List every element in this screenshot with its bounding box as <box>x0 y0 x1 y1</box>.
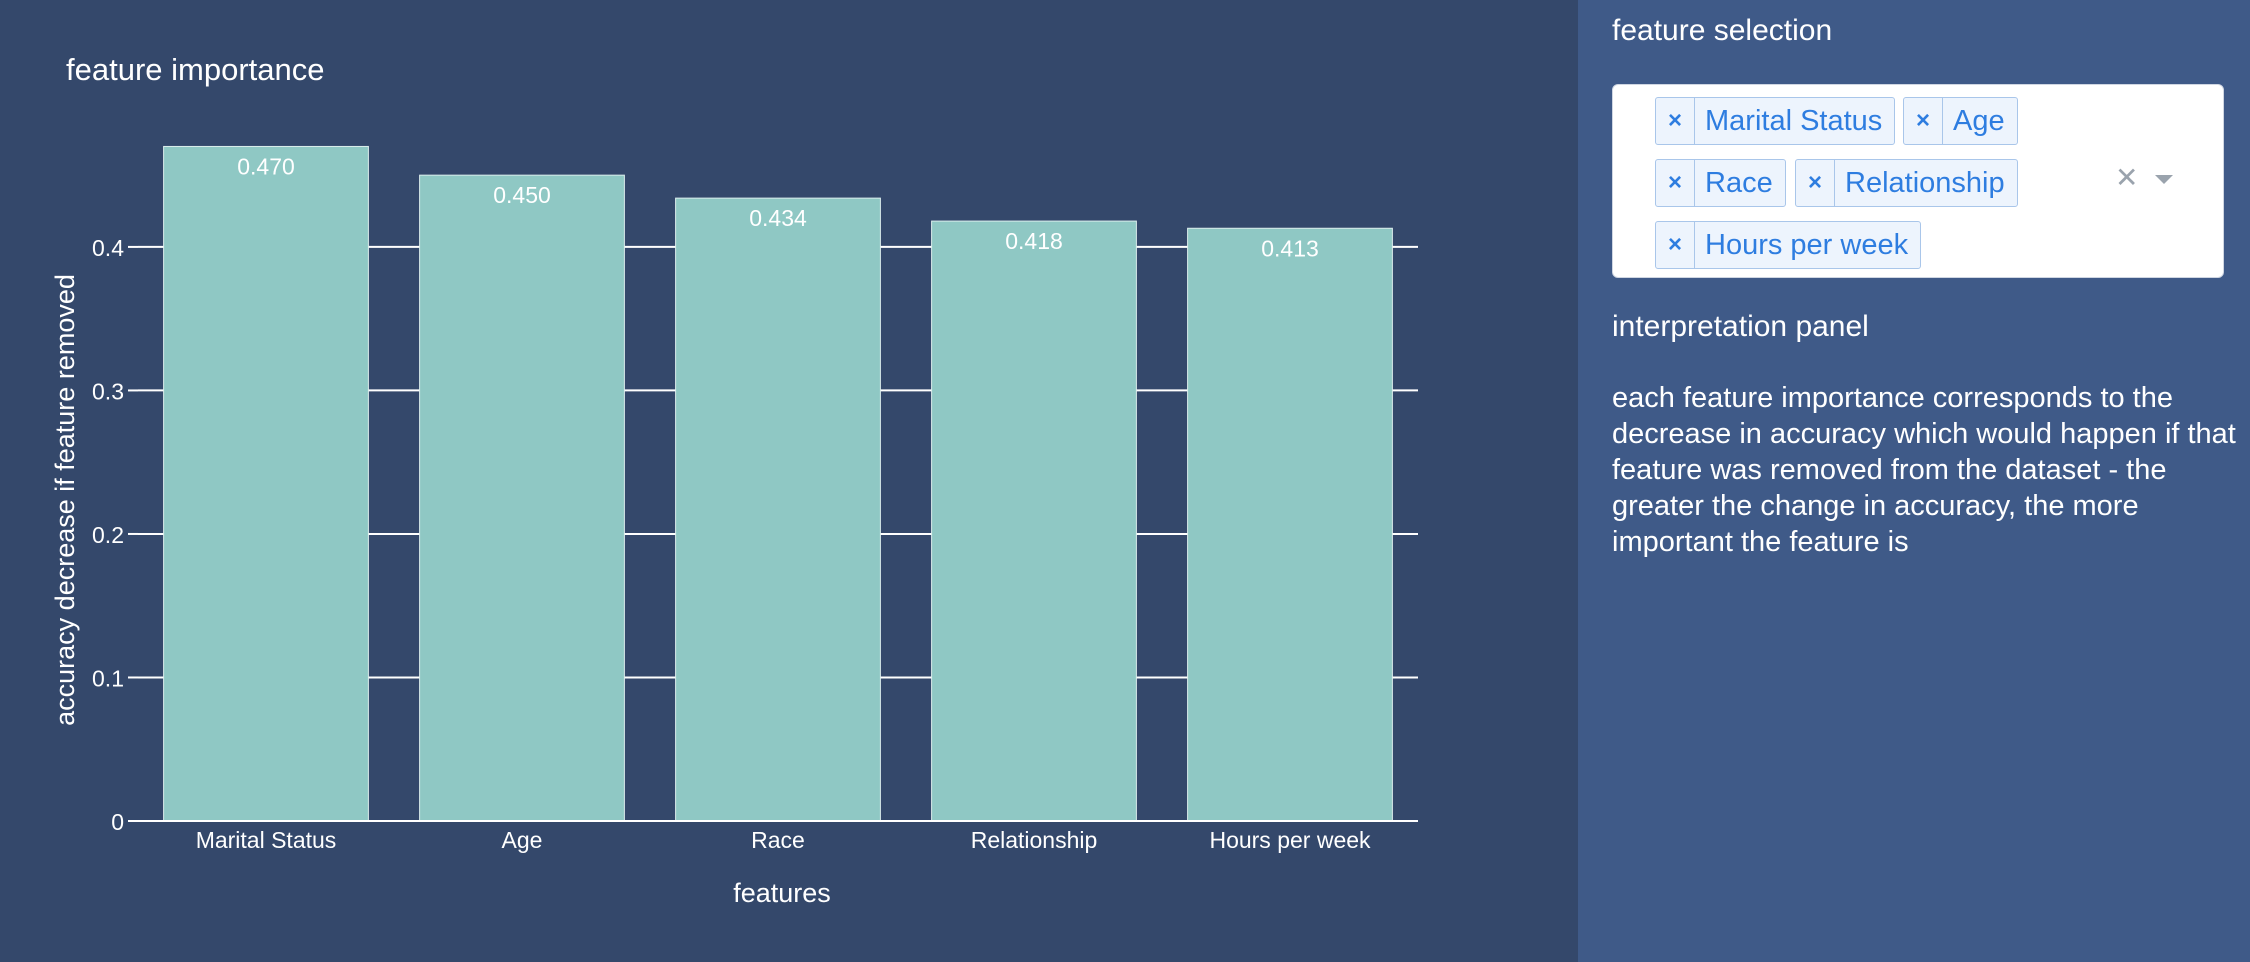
chip-age: × Age <box>1903 97 2018 145</box>
chip-remove-icon[interactable]: × <box>1656 160 1695 206</box>
bar-data-label: 0.450 <box>493 182 551 208</box>
x-axis-title: features <box>733 878 831 908</box>
y-tick-label: 0 <box>111 809 124 835</box>
bar-data-label: 0.418 <box>1005 228 1063 254</box>
x-tick-label: Relationship <box>971 827 1098 853</box>
chip-remove-icon[interactable]: × <box>1796 160 1835 206</box>
chip-remove-icon[interactable]: × <box>1656 222 1695 268</box>
feature-importance-chart: feature importance 0 0.1 0.2 0.3 0.4 0.470 Mar… <box>50 52 1418 908</box>
chart-panel: feature importance 0 0.1 0.2 0.3 0.4 0.470 Mar… <box>50 52 1418 908</box>
y-tick-label: 0.1 <box>92 665 124 691</box>
bar-data-label: 0.413 <box>1261 235 1319 261</box>
bar[interactable] <box>931 220 1137 822</box>
chip-remove-icon[interactable]: × <box>1904 98 1943 144</box>
chip-remove-icon[interactable]: × <box>1656 98 1695 144</box>
side-panel: feature selection × Marital Status × Age… <box>1578 0 2250 962</box>
y-tick-label: 0.3 <box>92 378 124 404</box>
x-tick-label: Hours per week <box>1209 827 1371 853</box>
y-tick-label: 0.2 <box>92 522 124 548</box>
bar[interactable] <box>163 145 369 822</box>
bar[interactable] <box>419 174 625 822</box>
chip-label: Race <box>1705 166 1773 199</box>
chip-race: × Race <box>1655 159 1786 207</box>
x-tick-label: Race <box>751 827 805 853</box>
feature-selection-heading: feature selection <box>1612 14 1833 47</box>
y-tick-label: 0.4 <box>92 235 124 261</box>
feature-multiselect-dropdown[interactable]: × Marital Status × Age × Race × Relation… <box>1612 84 2224 278</box>
chip-label: Marital Status <box>1705 104 1883 137</box>
chip-hours-per-week: × Hours per week <box>1655 221 1922 269</box>
bar-data-label: 0.434 <box>749 205 807 231</box>
x-tick-label: Age <box>502 827 543 853</box>
x-tick-label: Marital Status <box>196 827 337 853</box>
interpretation-panel-heading: interpretation panel <box>1612 310 1869 343</box>
chip-marital-status: × Marital Status <box>1655 97 1896 145</box>
chip-label: Relationship <box>1845 166 2005 199</box>
y-axis-title: accuracy decrease if feature removed <box>50 274 80 726</box>
chevron-down-icon[interactable] <box>2155 175 2173 184</box>
chart-title: feature importance <box>66 52 324 87</box>
chip-label: Hours per week <box>1705 228 1909 261</box>
chip-relationship: × Relationship <box>1795 159 2018 207</box>
chip-label: Age <box>1953 104 2005 137</box>
interpretation-text: each feature importance corresponds to t… <box>1612 382 2236 558</box>
bar[interactable] <box>1187 227 1393 822</box>
clear-all-icon[interactable]: ✕ <box>2115 162 2139 193</box>
bar[interactable] <box>675 197 881 822</box>
bar-data-label: 0.470 <box>237 153 295 179</box>
